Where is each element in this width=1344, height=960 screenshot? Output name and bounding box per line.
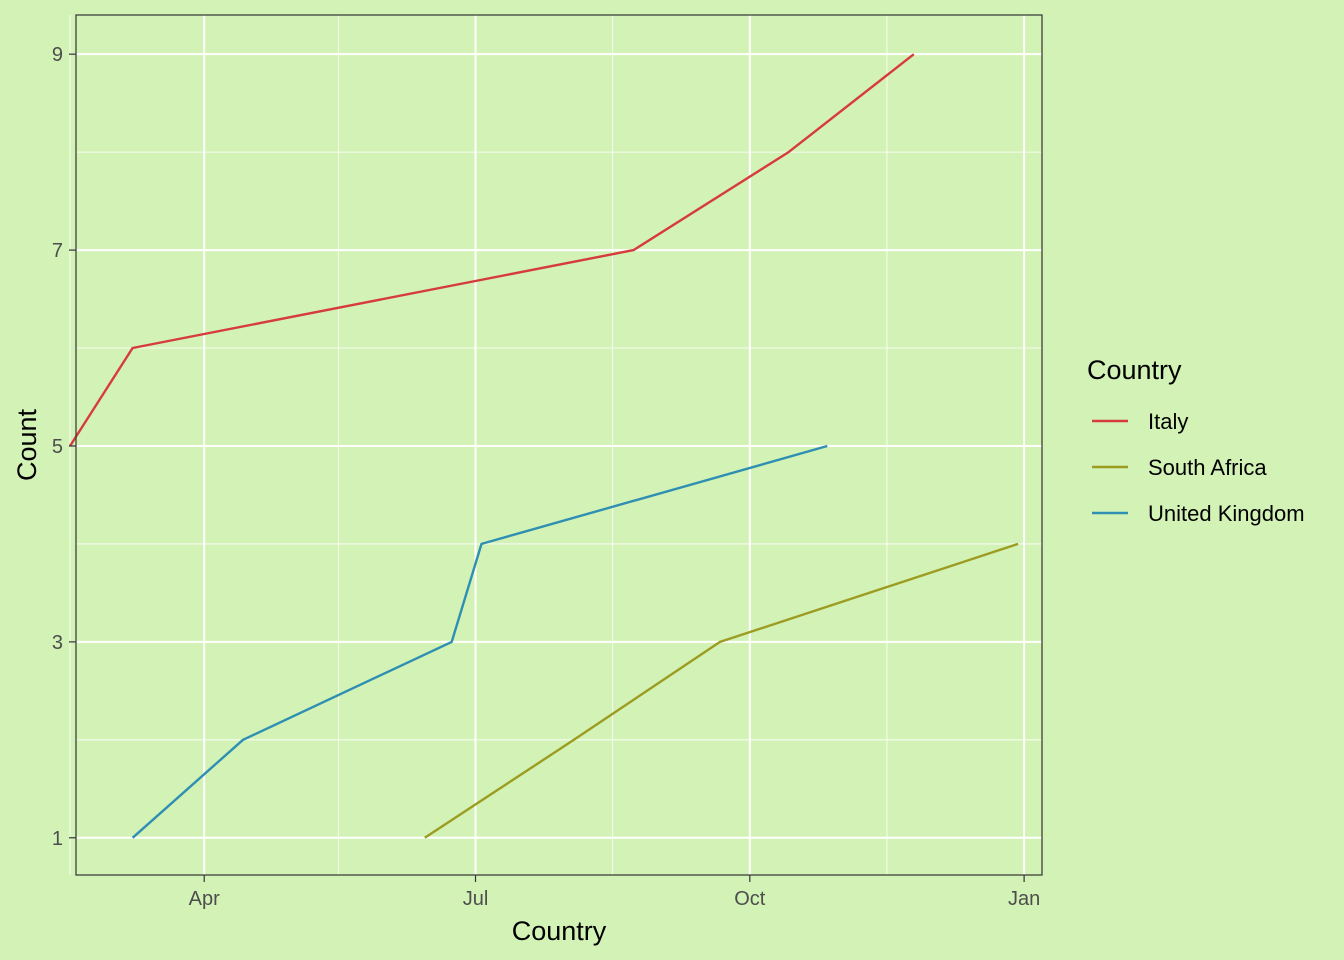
y-tick-label: 9: [52, 44, 63, 66]
x-tick-label: Jul: [463, 888, 489, 910]
y-tick-label: 5: [52, 436, 63, 458]
legend-title: Country: [1087, 355, 1182, 385]
major-gridlines: [76, 15, 1042, 875]
series-line-south-africa: [424, 542, 1019, 839]
panel-border: [75, 14, 1043, 876]
y-axis-title: Count: [12, 408, 42, 481]
minor-gridlines: [69, 15, 1042, 875]
legend: Country Italy South Africa United Kingdom: [1087, 355, 1305, 526]
legend-label-united-kingdom: United Kingdom: [1148, 501, 1305, 526]
x-tick-label: Oct: [734, 888, 766, 910]
x-tick-labels: Apr Jul Oct Jan: [189, 888, 1041, 910]
series-line-italy: [68, 53, 915, 447]
y-tick-labels: 1 3 5 7 9: [52, 44, 63, 850]
axis-ticks: [69, 53, 1025, 882]
x-axis-title: Country: [512, 916, 607, 946]
y-tick-label: 1: [52, 828, 63, 850]
legend-label-south-africa: South Africa: [1148, 455, 1267, 480]
x-tick-label: Jan: [1008, 888, 1040, 910]
legend-entries: Italy South Africa United Kingdom: [1092, 409, 1305, 526]
series-lines: [68, 53, 1019, 839]
y-tick-label: 3: [52, 632, 63, 654]
y-tick-label: 7: [52, 240, 63, 262]
x-tick-label: Apr: [189, 888, 220, 910]
legend-label-italy: Italy: [1148, 409, 1188, 434]
series-line-united-kingdom: [131, 444, 828, 839]
